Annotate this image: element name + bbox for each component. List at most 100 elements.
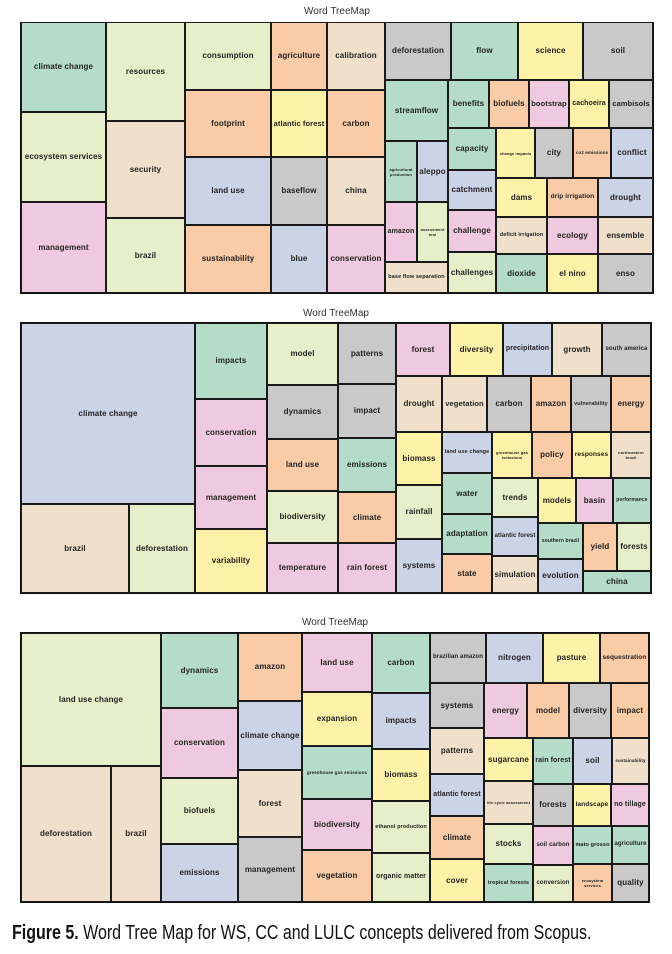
treemap-cell: biomass (372, 749, 430, 801)
treemap-cell: forests (617, 523, 651, 571)
treemap-cell: carbon (327, 90, 385, 157)
treemap-cell: catchment (448, 170, 496, 210)
treemap-cell-label: rain forest (346, 563, 388, 572)
treemap-cell-label: model (535, 705, 561, 715)
treemap-cell: baseflow (271, 157, 327, 225)
treemap-cell: tropical forests (484, 864, 533, 902)
treemap-cell-label: catchment (451, 185, 493, 194)
treemap-cell-label: climate change (240, 730, 300, 740)
treemap-cell-label: climate change (33, 62, 94, 71)
treemap-cell: climate (430, 816, 484, 859)
treemap-cell-label: responses (574, 450, 609, 458)
treemap-cell: diversity (569, 683, 611, 738)
treemap-cell-label: china (345, 186, 367, 195)
treemap-cell: biofuels (161, 778, 238, 844)
treemap-cell: impacts (372, 693, 430, 749)
treemap-cell-label: ecosystem services (581, 878, 604, 888)
treemap-cell-label: forests (620, 542, 648, 551)
treemap-cell-label: dams (510, 192, 533, 202)
treemap-cell: sequestration (600, 633, 649, 683)
treemap-cell: rain forest (533, 738, 573, 784)
treemap-cell: rainfall (396, 485, 442, 539)
treemap-cell-label: cover (446, 875, 468, 885)
treemap-cell-label: consumption (202, 51, 254, 60)
treemap-cell: brazilian amazon (430, 633, 486, 683)
treemap-cell-label: dynamics (283, 407, 322, 416)
treemap-cell: brazil (111, 766, 161, 902)
treemap-cell: climate change (21, 323, 195, 504)
treemap-cell-label: southern brazil (541, 537, 580, 544)
treemap-cell: growth (552, 323, 602, 376)
treemap-cell-label: agriculture (614, 841, 647, 848)
treemap-cell-label: energy (617, 399, 645, 408)
treemap-cell-label: growth (563, 344, 591, 354)
treemap-cell: co2 emissions (573, 128, 611, 178)
treemap-cell-label: forests (539, 800, 567, 809)
treemap-cell: drip irrigation (547, 178, 598, 217)
treemap-cell: drought (396, 376, 442, 432)
treemap-cell: agriculture (271, 22, 327, 90)
treemap-cell-label: city (546, 148, 562, 157)
treemap-cell-label: vegetation (445, 399, 484, 409)
treemap-cell: ecosystem services (573, 864, 612, 902)
treemap-cell: expansion (302, 692, 372, 746)
treemap-cell-label: water (456, 488, 478, 498)
treemap-cell-label: policy (540, 450, 564, 459)
treemap-cell-label: vulnerability (574, 400, 608, 407)
treemap-cell-label: land use (285, 460, 320, 469)
treemap-cell-label: cambisols (612, 99, 650, 109)
treemap-cell-label: systems (402, 561, 436, 570)
treemap-cell-label: northeastern brazil (618, 450, 644, 460)
treemap-cell-label: land use change (444, 449, 490, 456)
treemap-cell-label: pasture (556, 653, 587, 662)
treemap-cell: base flow separation (385, 262, 448, 293)
treemap-cell: greenhouse gas emissions (302, 746, 372, 799)
treemap-cell: management (238, 837, 302, 902)
treemap-cell-label: assessment tool (420, 227, 445, 237)
treemap-cell-label: temperature (278, 563, 327, 572)
treemap-cell: sustainability (612, 738, 649, 784)
treemap-cell-label: carbon (387, 658, 415, 667)
treemap-cell: ethanol production (372, 801, 430, 853)
treemap-cell-label: biofuels (183, 806, 216, 815)
treemap-cell: dynamics (161, 633, 238, 708)
treemap-cell: quality (612, 864, 649, 902)
treemap-cell-label: benefits (452, 99, 485, 108)
treemap-cell-label: conservation (205, 427, 257, 437)
treemap-cell-label: greenhouse gas emissions (495, 450, 529, 460)
treemap-cell-label: dynamics (180, 665, 219, 675)
treemap-cell-label: emissions (179, 868, 220, 877)
treemap-title: Word TreeMap (303, 308, 369, 319)
treemap-cell-label: climate (442, 832, 472, 842)
treemap-cell: simulation (492, 556, 538, 593)
treemap-cell: variability (195, 529, 267, 593)
treemap-cell-label: rain forest (535, 756, 571, 764)
treemap-cell: energy (611, 376, 651, 432)
treemap-cell-label: conflict (617, 148, 647, 157)
treemap-cell-label: enso (615, 268, 636, 278)
treemap-cell: capacity (448, 128, 496, 170)
treemap-cell: cambisols (609, 80, 653, 128)
treemap-cell: agriculture (612, 826, 649, 864)
treemap-cell: landscape (573, 784, 611, 826)
treemap-cell: vegetation (442, 376, 487, 432)
treemap-cell: security (106, 121, 185, 218)
treemap-cell: atlantic forest (430, 774, 484, 816)
treemap-cell: greenhouse gas emissions (492, 432, 532, 478)
treemap-cell-label: brazil (125, 829, 147, 838)
treemap-cell: management (21, 202, 106, 293)
treemap-cell-label: amazon (254, 662, 286, 671)
treemap-cell-label: ethanol production (375, 823, 427, 830)
treemap-cell: conversion (533, 865, 573, 902)
treemap-cell: conservation (195, 399, 267, 466)
treemap-cell: amazon (531, 376, 571, 432)
treemap-cell-label: soil (610, 46, 626, 55)
treemap-cell-label: drought (610, 192, 641, 202)
treemap-cell: no tillage (611, 784, 649, 826)
treemap-cell-label: diversity (573, 705, 607, 715)
treemap-cell-label: biofuels (493, 99, 525, 108)
treemap-cell: streamflow (385, 80, 448, 141)
treemap-cell-label: sugarcane (488, 754, 529, 764)
treemap-cell: carbon (372, 633, 430, 693)
treemap-cell: deforestation (129, 504, 195, 593)
